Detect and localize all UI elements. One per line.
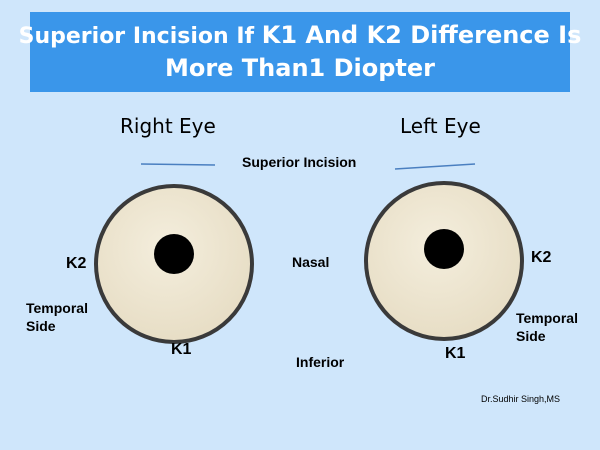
right-eye-temporal-label: Temporal	[26, 300, 88, 316]
right-eye-k1-label: K1	[171, 341, 192, 358]
title-line-2: More Than1 Diopter	[164, 54, 436, 82]
right-eye-side-label: Side	[26, 318, 56, 334]
superior-incision-label: Superior Incision	[242, 154, 357, 170]
title-line-1: Superior Incision If K1 And K2 Differenc…	[19, 20, 582, 52]
left-eye-side-label: Side	[516, 328, 546, 344]
right-eye-incision-line	[140, 163, 216, 166]
left-eye-incision-line	[394, 163, 476, 170]
right-eye-k2-label: K2	[66, 255, 87, 272]
right-eye-pupil	[154, 234, 194, 274]
title-line-1-part-1: Superior Incision If	[18, 24, 262, 49]
left-eye-temporal-label: Temporal	[516, 310, 578, 326]
left-eye-k1-label: K1	[445, 345, 466, 362]
nasal-label: Nasal	[292, 254, 330, 270]
left-eye-heading: Left Eye	[400, 114, 481, 138]
title-banner: Superior Incision If K1 And K2 Differenc…	[19, 12, 581, 92]
author-credit: Dr.Sudhir Singh,MS	[481, 394, 561, 404]
left-eye-k2-label: K2	[531, 249, 552, 266]
left-eye-pupil	[424, 229, 464, 269]
right-eye-heading: Right Eye	[120, 114, 216, 138]
inferior-label: Inferior	[296, 354, 345, 370]
title-line-1-part-2: K1 And K2 Difference Is	[261, 21, 582, 49]
